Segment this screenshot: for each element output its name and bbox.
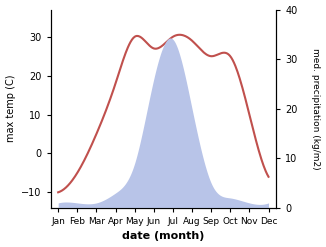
Y-axis label: max temp (C): max temp (C) — [6, 75, 16, 143]
Y-axis label: med. precipitation (kg/m2): med. precipitation (kg/m2) — [311, 48, 320, 169]
X-axis label: date (month): date (month) — [122, 231, 204, 242]
